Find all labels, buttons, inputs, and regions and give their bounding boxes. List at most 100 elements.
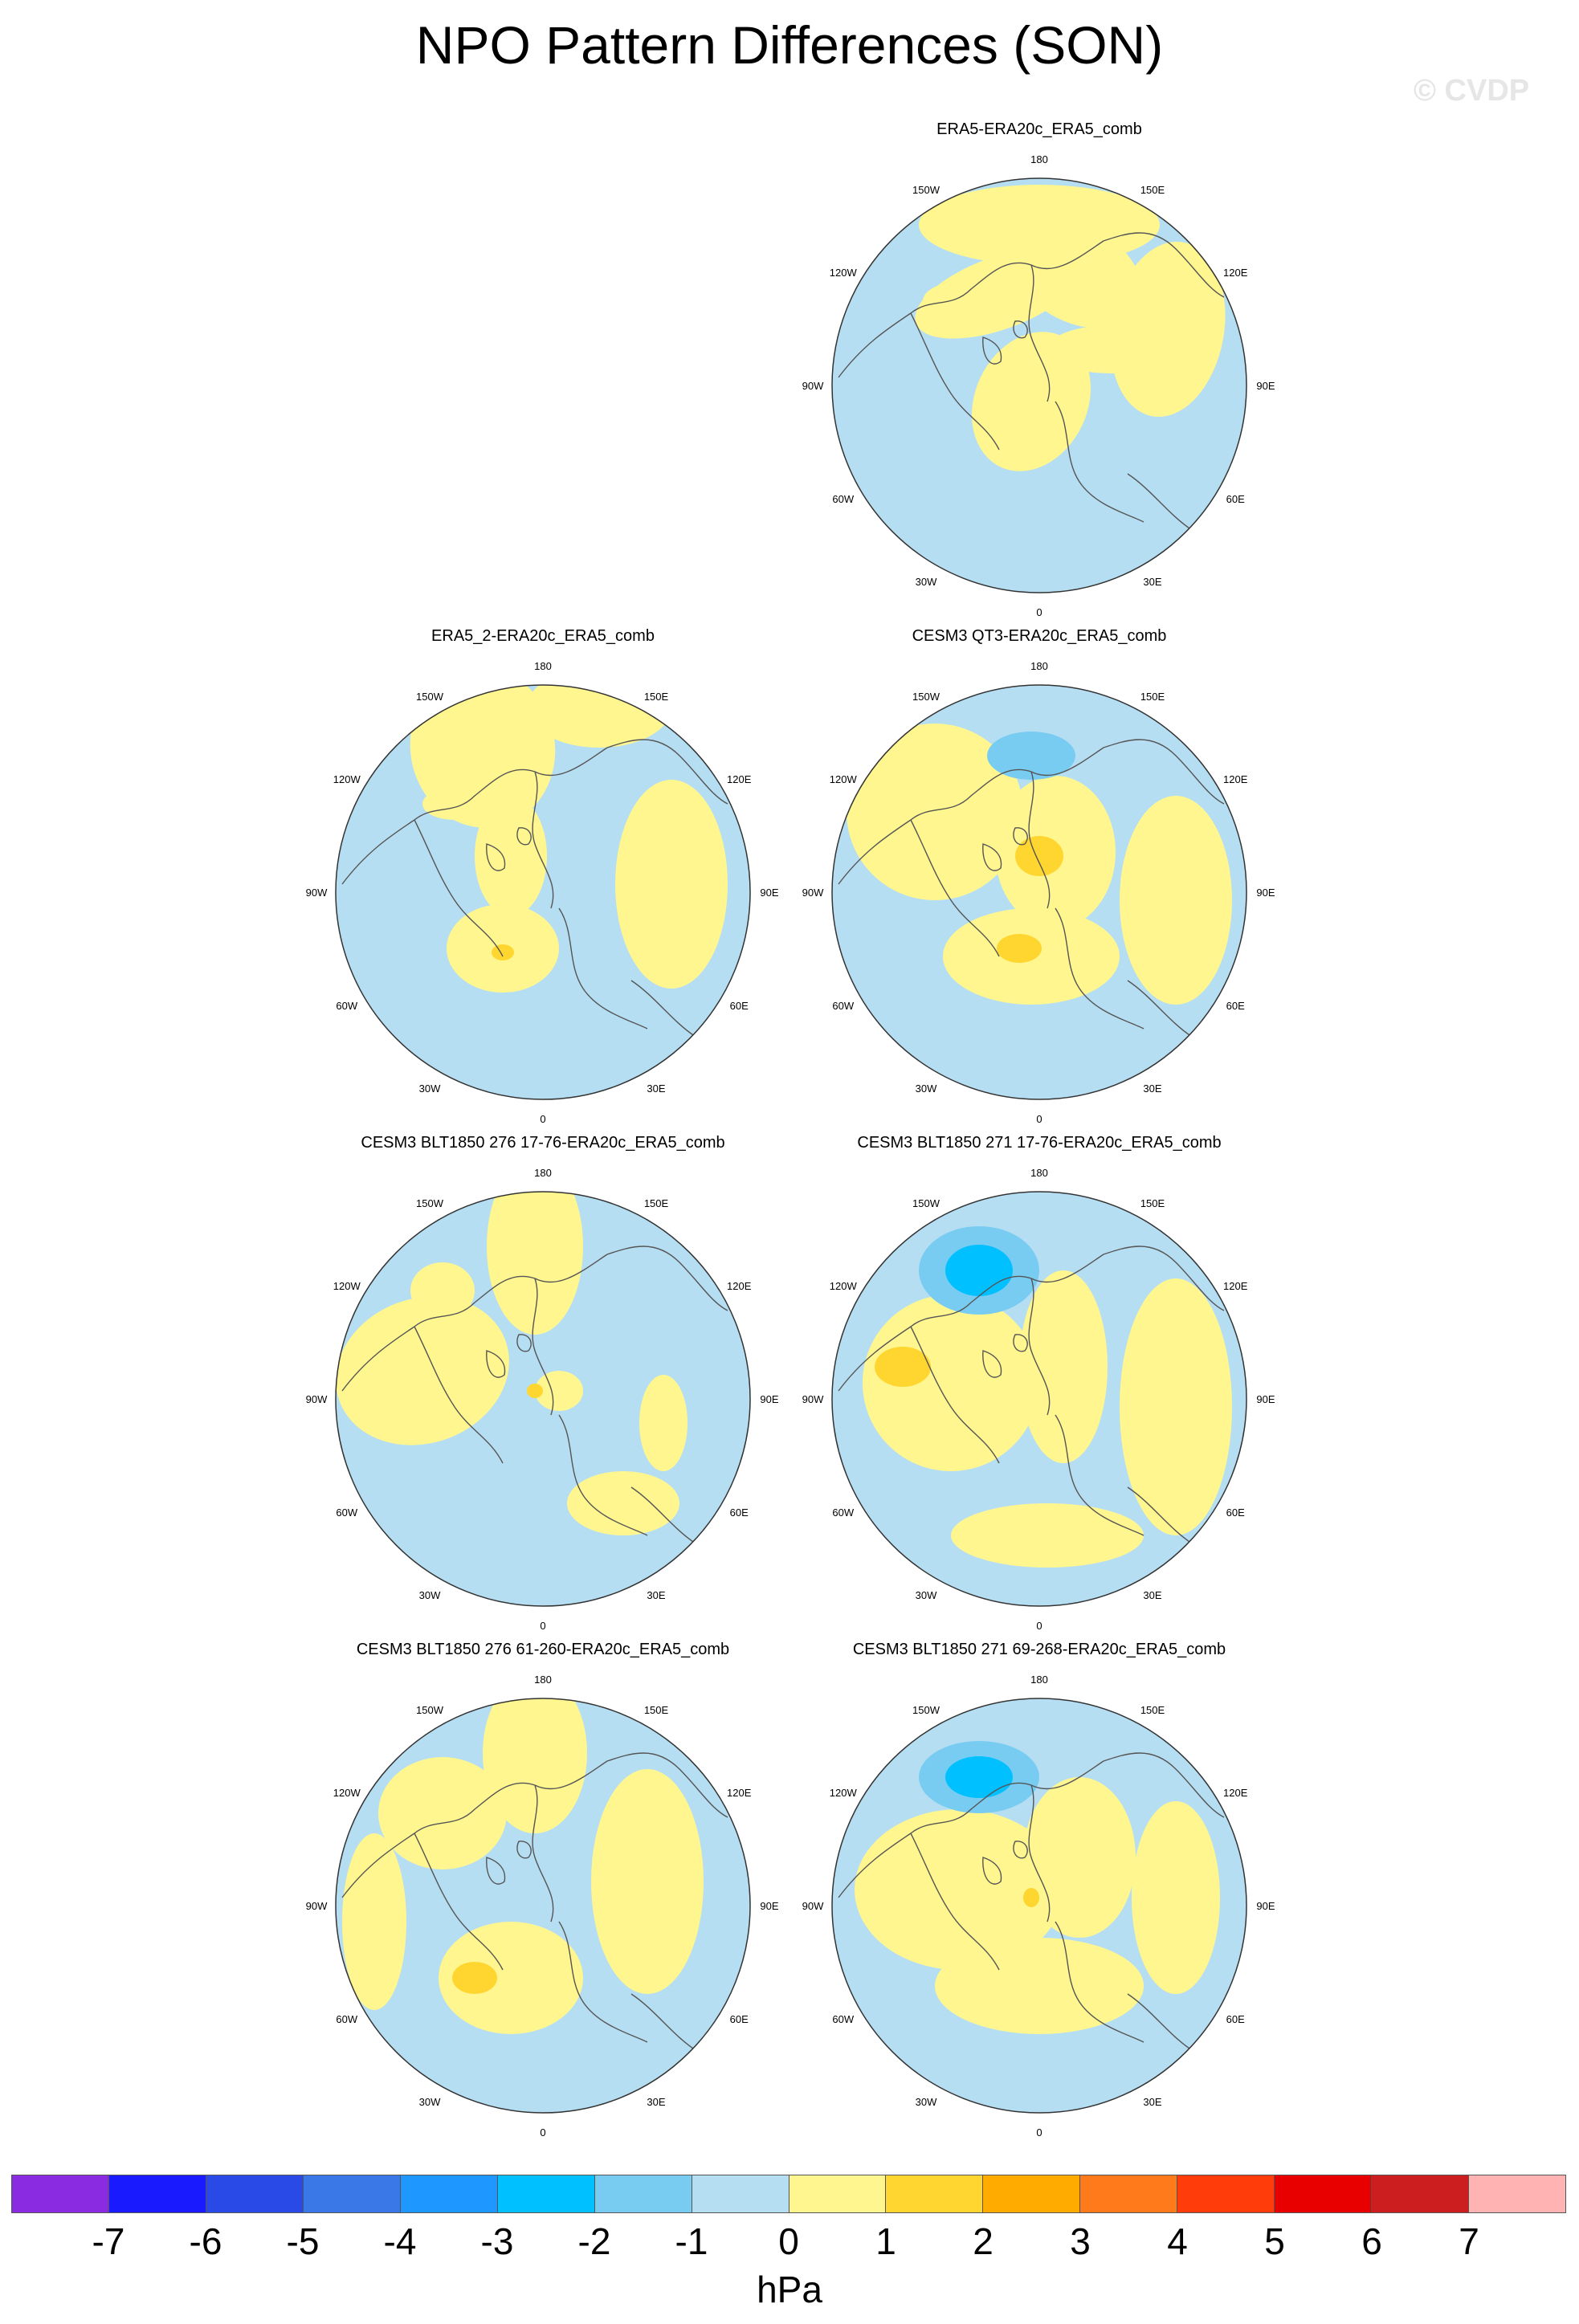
longitude-label: 30E	[647, 1589, 665, 1601]
anomaly-contour-region	[487, 1192, 583, 1335]
anomaly-contour-region	[972, 332, 1091, 471]
longitude-label: 120E	[727, 1280, 752, 1292]
colorbar-box	[206, 2175, 304, 2212]
colorbar-box	[1469, 2175, 1565, 2212]
panel-title: CESM3 BLT1850 271 69-268-ERA20c_ERA5_com…	[852, 1641, 1226, 1658]
panel-title: CESM3 BLT1850 276 61-260-ERA20c_ERA5_com…	[356, 1641, 730, 1658]
longitude-label: 0	[540, 1113, 545, 1125]
colorbar-tick-label: 1	[875, 2220, 896, 2262]
polar-map: 180 150E 120E 90E 60E 30E 0 30W 60W 90W 120W 150W	[306, 1674, 779, 2138]
colorbar-box	[594, 2175, 692, 2212]
colorbar-tick-label: -6	[189, 2220, 222, 2262]
longitude-label: 30E	[1143, 2096, 1161, 2108]
anomaly-contour-region	[1023, 1888, 1039, 1907]
anomaly-contour-region	[1120, 1278, 1232, 1535]
longitude-label: 60E	[1226, 2013, 1245, 2025]
longitude-label: 30E	[1143, 1082, 1161, 1095]
colorbar-box	[1372, 2175, 1470, 2212]
longitude-label: 60W	[336, 1000, 357, 1012]
colorbar-box	[983, 2175, 1081, 2212]
longitude-label: 60E	[1226, 1507, 1245, 1519]
longitude-label: 60W	[832, 2013, 854, 2025]
colorbar-tick-label: -2	[577, 2220, 611, 2262]
longitude-label: 120W	[333, 1280, 361, 1292]
longitude-label: 30E	[647, 2096, 665, 2108]
longitude-label: 90W	[306, 1393, 328, 1405]
polar-map: 180 150E 120E 90E 60E 30E 0 30W 60W 90W 120W 150W	[802, 1167, 1275, 1632]
longitude-label: 60E	[730, 2013, 749, 2025]
colorbar-tick-label: 7	[1459, 2220, 1479, 2262]
map-border	[335, 1191, 751, 1607]
longitude-label: 0	[1036, 1620, 1042, 1632]
colorbar-box	[497, 2175, 595, 2212]
polar-map: 180 150E 120E 90E 60E 30E 0 30W 60W 90W 120W 150W	[802, 1674, 1275, 2138]
longitude-label: 30W	[916, 1589, 937, 1601]
longitude-label: 60E	[1226, 1000, 1245, 1012]
longitude-label: 150W	[912, 691, 940, 703]
colorbar	[11, 2175, 1566, 2213]
longitude-label: 150E	[644, 1197, 669, 1209]
longitude-label: 90W	[802, 887, 824, 899]
longitude-label: 90W	[306, 1900, 328, 1912]
map-border	[831, 1698, 1247, 2114]
colorbar-units: hPa	[757, 2269, 822, 2310]
colorbar-tick-label: -3	[480, 2220, 514, 2262]
colorbar-tick-label: 6	[1361, 2220, 1382, 2262]
colorbar-tick-label: 3	[1070, 2220, 1091, 2262]
longitude-label: 150W	[416, 691, 444, 703]
anomaly-contour-region	[336, 1296, 509, 1445]
colorbar-tick-label: -7	[92, 2220, 125, 2262]
cvdp-watermark: © CVDP	[1414, 74, 1530, 108]
anomaly-contour-region	[452, 1962, 497, 1994]
panel-title: CESM3 BLT1850 271 17-76-ERA20c_ERA5_comb	[857, 1134, 1222, 1152]
longitude-label: 90W	[802, 1393, 824, 1405]
colorbar-tick-label: -5	[286, 2220, 320, 2262]
longitude-label: 30W	[916, 2096, 937, 2108]
longitude-label: 0	[1036, 1113, 1042, 1125]
longitude-label: 90E	[1256, 887, 1275, 899]
longitude-label: 120W	[333, 1787, 361, 1799]
colorbar-tick-label: -1	[675, 2220, 708, 2262]
longitude-label: 150W	[912, 1704, 940, 1716]
anomaly-contour-region	[855, 1809, 1063, 1970]
longitude-label: 120W	[830, 773, 858, 785]
anomaly-contour-region	[535, 1371, 583, 1411]
anomaly-contour-region	[1110, 241, 1226, 418]
longitude-label: 120E	[727, 1787, 752, 1799]
longitude-label: 90E	[1256, 1393, 1275, 1405]
anomaly-contour-region	[875, 1347, 931, 1387]
longitude-label: 60W	[336, 2013, 357, 2025]
longitude-label: 180	[534, 1167, 552, 1179]
longitude-label: 90E	[760, 1900, 778, 1912]
longitude-label: 150E	[1140, 1704, 1165, 1716]
polar-map: 180 150E 120E 90E 60E 30E 0 30W 60W 90W 120W 150W	[802, 660, 1275, 1125]
anomaly-contour-region	[1019, 1270, 1108, 1463]
anomaly-contour-region	[863, 1295, 1039, 1471]
anomaly-contour-region	[935, 1938, 1144, 2034]
longitude-label: 120E	[1223, 267, 1248, 279]
anomaly-contour-region	[483, 1698, 587, 1833]
colorbar-tick-label: -4	[383, 2220, 417, 2262]
longitude-label: 90W	[306, 887, 328, 899]
map-border	[831, 684, 1247, 1100]
anomaly-contour-region	[591, 1769, 704, 1994]
map-panel-era5: ERA5-ERA20c_ERA5_comb 180 150E 120E 90E 60E 3…	[790, 120, 1288, 634]
longitude-label: 60E	[1226, 493, 1245, 505]
map-panel-blt1850-271-69-268: CESM3 BLT1850 271 69-268-ERA20c_ERA5_com…	[790, 1641, 1288, 2155]
panel-title: CESM3 BLT1850 276 17-76-ERA20c_ERA5_comb	[361, 1134, 725, 1152]
longitude-label: 120W	[333, 773, 361, 785]
longitude-label: 0	[540, 2126, 545, 2138]
longitude-label: 60W	[832, 1000, 854, 1012]
longitude-label: 120E	[1223, 1280, 1248, 1292]
colorbar-box	[1275, 2175, 1373, 2212]
map-border	[831, 177, 1247, 593]
longitude-label: 180	[1030, 660, 1048, 672]
longitude-label: 150E	[1140, 184, 1165, 196]
longitude-label: 60W	[832, 493, 854, 505]
anomaly-contour-region	[527, 685, 671, 748]
anomaly-contour-region	[1120, 796, 1232, 1005]
anomaly-contour-region	[639, 1375, 687, 1471]
panel-title: ERA5_2-ERA20c_ERA5_comb	[431, 627, 655, 645]
longitude-label: 90E	[760, 1393, 778, 1405]
colorbar-box	[303, 2175, 401, 2212]
